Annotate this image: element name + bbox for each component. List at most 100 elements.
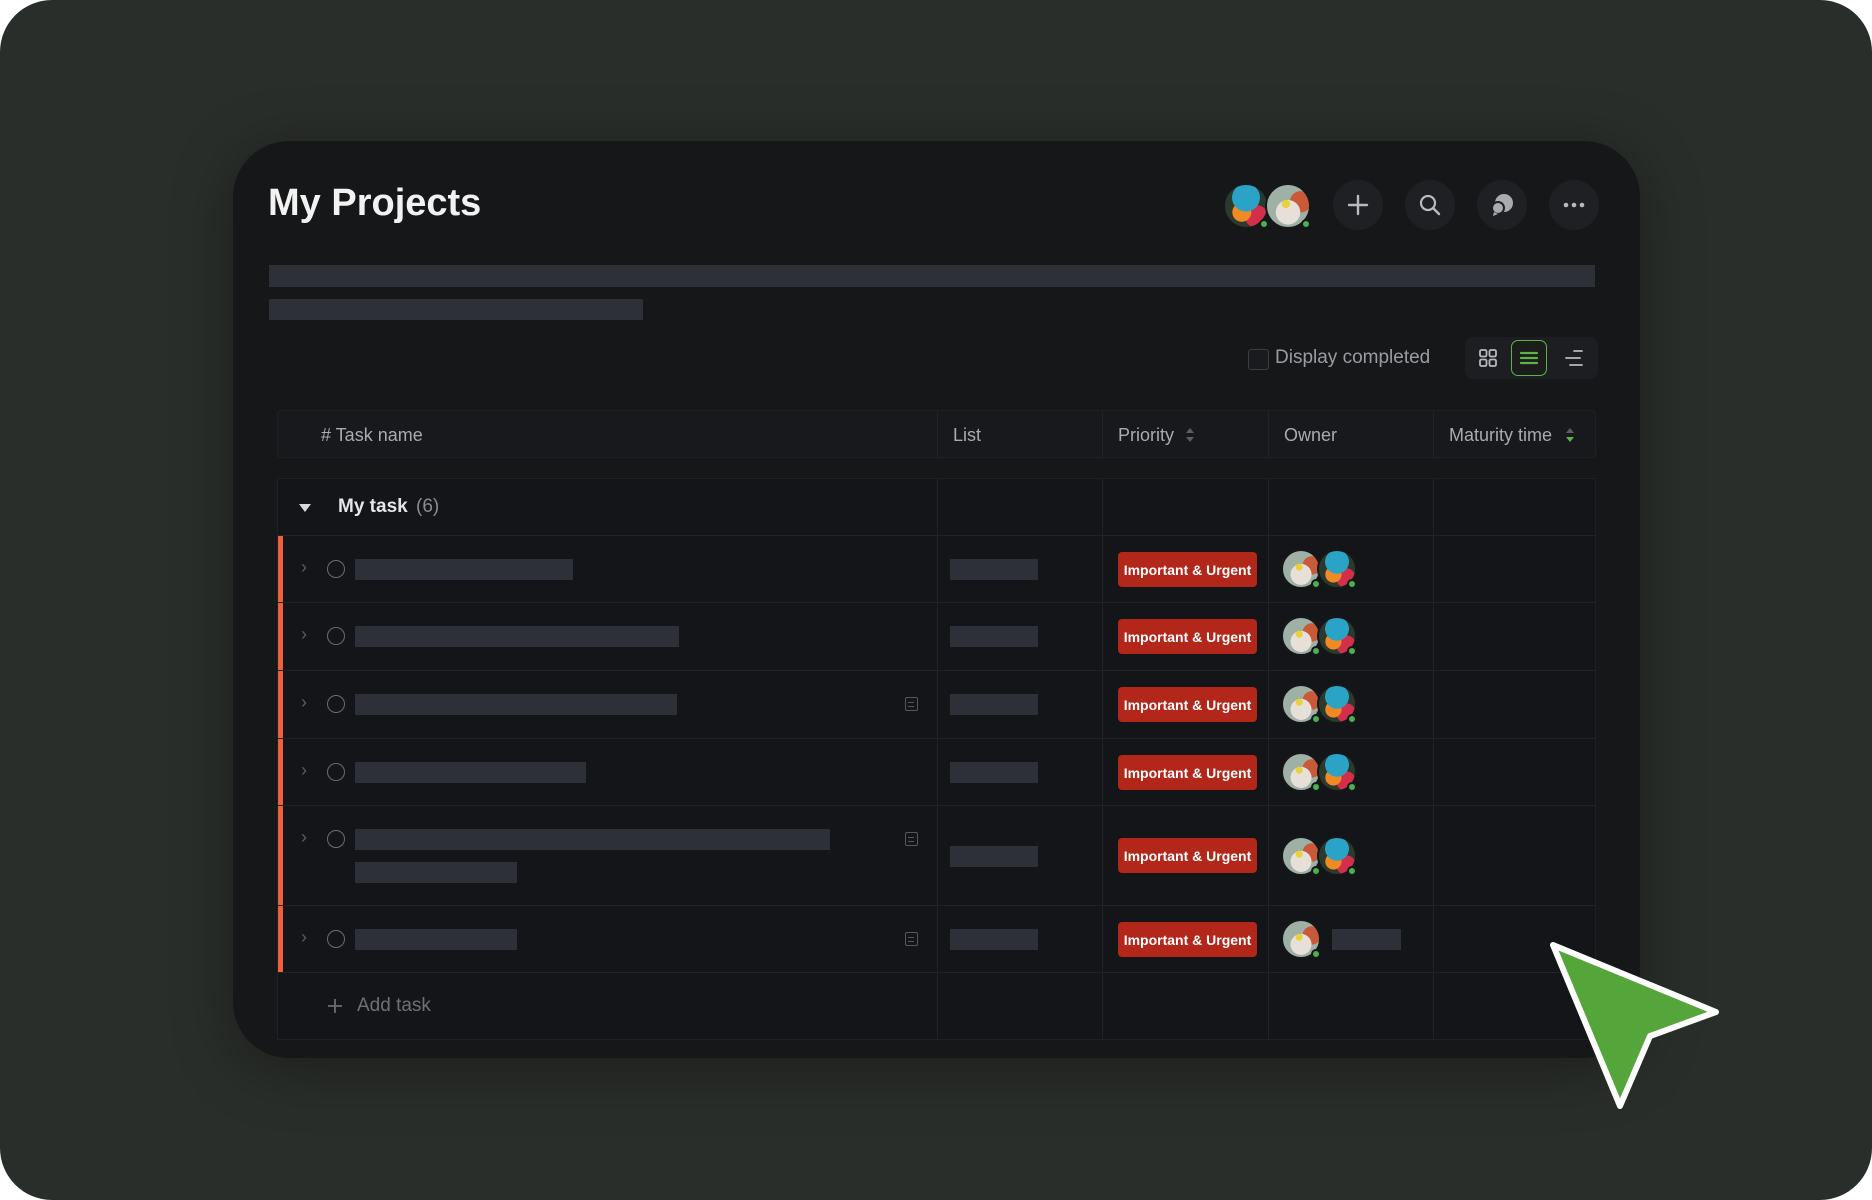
gantt-icon	[1565, 350, 1583, 366]
owner-name-placeholder	[1332, 929, 1401, 950]
column-maturity-time[interactable]: Maturity time	[1449, 425, 1553, 445]
chat-button[interactable]	[1477, 180, 1527, 230]
add-button[interactable]	[1333, 180, 1383, 230]
online-status-dot	[1311, 646, 1321, 656]
priority-badge[interactable]: Important & Urgent	[1118, 687, 1257, 722]
complete-task-checkbox[interactable]	[327, 763, 345, 781]
complete-task-checkbox[interactable]	[327, 695, 345, 713]
display-completed-label[interactable]: Display completed	[1275, 347, 1431, 368]
page-title: My Projects	[268, 182, 482, 224]
owner-avatar[interactable]	[1317, 752, 1357, 792]
online-status-dot	[1311, 714, 1321, 724]
group-header-row[interactable]: My task (6)	[278, 479, 1595, 536]
task-name-placeholder[interactable]	[355, 862, 517, 883]
column-divider	[937, 411, 938, 457]
online-status-dot	[1347, 579, 1357, 589]
sort-descending-icon[interactable]	[1565, 427, 1575, 443]
task-group: My task (6) › Important & Urgent › Impor…	[277, 478, 1596, 1040]
owner-avatar[interactable]	[1281, 684, 1321, 724]
task-name-placeholder[interactable]	[355, 559, 573, 580]
chevron-right-icon[interactable]: ›	[301, 827, 307, 847]
more-button[interactable]	[1549, 180, 1599, 230]
plus-icon	[1347, 194, 1369, 216]
online-status-dot	[1311, 949, 1321, 959]
list-view-button[interactable]	[1511, 340, 1547, 376]
column-priority[interactable]: Priority	[1118, 425, 1175, 445]
chevron-right-icon[interactable]: ›	[301, 624, 307, 644]
grid-view-button[interactable]	[1470, 340, 1506, 376]
add-task-label[interactable]: Add task	[357, 995, 431, 1016]
list-placeholder	[950, 694, 1038, 715]
description-icon	[905, 832, 918, 846]
column-task-name[interactable]: # Task name	[321, 425, 423, 445]
chevron-right-icon[interactable]: ›	[301, 557, 307, 577]
column-divider	[1268, 411, 1269, 457]
table-row[interactable]: › Important & Urgent	[278, 806, 1595, 906]
chevron-right-icon[interactable]: ›	[301, 927, 307, 947]
sort-icon[interactable]	[1185, 427, 1195, 443]
search-icon	[1419, 194, 1441, 216]
column-divider	[1102, 479, 1103, 1039]
search-button[interactable]	[1405, 180, 1455, 230]
list-placeholder	[950, 626, 1038, 647]
owner-avatar[interactable]	[1317, 836, 1357, 876]
column-divider	[1433, 479, 1434, 1039]
priority-badge[interactable]: Important & Urgent	[1118, 922, 1257, 957]
table-row[interactable]: › Important & Urgent	[278, 603, 1595, 671]
task-name-placeholder[interactable]	[355, 694, 677, 715]
online-status-dot	[1347, 646, 1357, 656]
online-status-dot	[1311, 579, 1321, 589]
online-status-dot	[1311, 782, 1321, 792]
table-row[interactable]: › Important & Urgent	[278, 671, 1595, 739]
column-list[interactable]: List	[953, 425, 982, 445]
description-placeholder-line	[269, 299, 643, 320]
description-placeholder-line	[269, 265, 1595, 287]
online-status-dot	[1259, 219, 1269, 229]
owner-avatar[interactable]	[1281, 616, 1321, 656]
column-divider	[1102, 411, 1103, 457]
add-task-row[interactable]: Add task	[278, 973, 1595, 1039]
owner-avatar[interactable]	[1281, 549, 1321, 589]
group-count: (6)	[416, 496, 440, 517]
owner-avatar[interactable]	[1317, 684, 1357, 724]
priority-badge[interactable]: Important & Urgent	[1118, 552, 1257, 587]
priority-badge[interactable]: Important & Urgent	[1118, 619, 1257, 654]
priority-badge[interactable]: Important & Urgent	[1118, 755, 1257, 790]
owner-avatar[interactable]	[1281, 836, 1321, 876]
list-placeholder	[950, 559, 1038, 580]
online-status-dot	[1347, 782, 1357, 792]
column-owner[interactable]: Owner	[1284, 425, 1338, 445]
column-divider	[1268, 479, 1269, 1039]
user-avatar-2[interactable]	[1265, 183, 1311, 229]
display-completed-checkbox[interactable]	[1248, 349, 1269, 370]
task-name-placeholder[interactable]	[355, 762, 586, 783]
task-name-placeholder[interactable]	[355, 626, 679, 647]
chevron-right-icon[interactable]: ›	[301, 692, 307, 712]
table-row[interactable]: › Important & Urgent	[278, 906, 1595, 973]
online-status-dot	[1301, 219, 1311, 229]
table-row[interactable]: › Important & Urgent	[278, 536, 1595, 603]
chat-bubbles-icon	[1491, 194, 1513, 216]
gantt-view-button[interactable]	[1556, 340, 1592, 376]
more-horizontal-icon	[1563, 202, 1585, 208]
task-name-placeholder[interactable]	[355, 829, 830, 850]
online-status-dot	[1311, 866, 1321, 876]
table-header: # Task name List Priority Owner Maturity…	[277, 410, 1596, 458]
owner-avatar[interactable]	[1281, 919, 1321, 959]
user-avatar-1[interactable]	[1223, 183, 1269, 229]
owner-avatar[interactable]	[1317, 549, 1357, 589]
complete-task-checkbox[interactable]	[327, 830, 345, 848]
list-placeholder	[950, 929, 1038, 950]
task-name-placeholder[interactable]	[355, 929, 517, 950]
table-row[interactable]: › Important & Urgent	[278, 739, 1595, 806]
list-icon	[1519, 351, 1539, 365]
description-icon	[905, 697, 918, 711]
chevron-right-icon[interactable]: ›	[301, 760, 307, 780]
priority-badge[interactable]: Important & Urgent	[1118, 838, 1257, 873]
complete-task-checkbox[interactable]	[327, 560, 345, 578]
owner-avatar[interactable]	[1317, 616, 1357, 656]
complete-task-checkbox[interactable]	[327, 930, 345, 948]
caret-down-icon[interactable]	[298, 503, 312, 513]
owner-avatar[interactable]	[1281, 752, 1321, 792]
complete-task-checkbox[interactable]	[327, 627, 345, 645]
